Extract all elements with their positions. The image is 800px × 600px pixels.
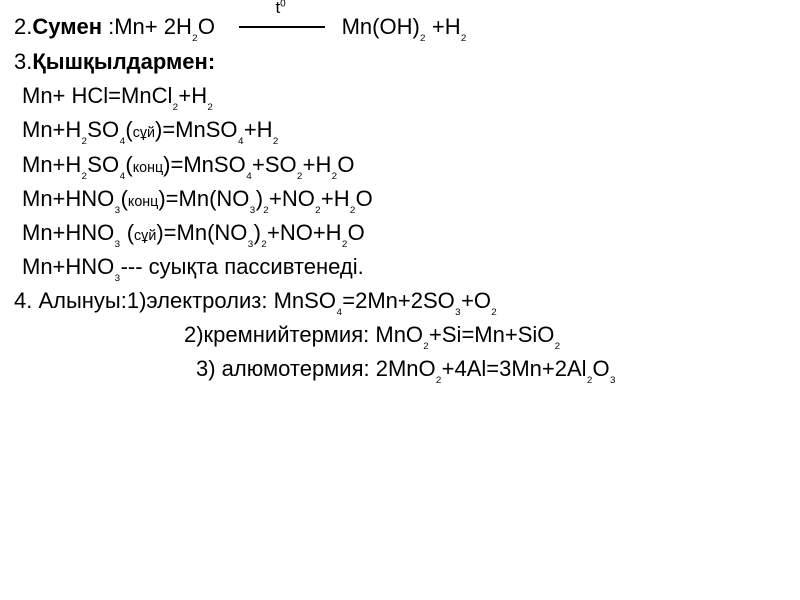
text: +H: [244, 117, 273, 142]
text: =2Mn+2SO: [342, 288, 455, 313]
eq-hno3-dilute: Mn+HNO3 (сұй)=Mn(NO3)2+NO+H2O: [14, 216, 786, 250]
text: +4Al=3Mn+2Al: [442, 356, 587, 381]
text: O: [593, 356, 610, 381]
text: O: [348, 220, 365, 245]
text: )=Mn(NO: [156, 220, 247, 245]
num-prefix: 2.: [14, 14, 32, 39]
text: Mn+HNO: [22, 254, 114, 279]
text: (: [125, 152, 132, 177]
text: Mn+HNO: [22, 220, 114, 245]
text: 2)кремнийтермия: MnO: [184, 322, 423, 347]
text: --- суықта пассивтенеді.: [121, 254, 364, 279]
note: конц: [133, 160, 163, 176]
text: )=MnSO: [155, 117, 238, 142]
heading-acids: 3.Қышқылдармен:: [14, 45, 786, 79]
eq-hno3-conc: Mn+HNO3(конц)=Mn(NO3)2+NO2+H2O: [14, 182, 786, 216]
text: 3) алюмотермия: 2MnO: [196, 356, 436, 381]
text: :Mn+ 2H: [108, 14, 192, 39]
text: )=Mn(NO: [158, 186, 249, 211]
eq-hno3-cold: Mn+HNO3--- суықта пассивтенеді.: [14, 250, 786, 284]
text: O: [198, 14, 215, 39]
eq-h2so4-conc: Mn+H2SO4(конц)=MnSO4+SO2+H2O: [14, 148, 786, 182]
text: ): [254, 220, 261, 245]
eq-h2so4-dilute: Mn+H2SO4(сұй)=MnSO4+H2: [14, 113, 786, 147]
text: +H: [426, 14, 461, 39]
text: O: [337, 152, 354, 177]
eq-silicothermy: 2)кремнийтермия: MnO2+Si=Mn+SiO2: [14, 318, 786, 352]
sub: 2: [461, 26, 467, 43]
note: сұй: [134, 228, 156, 244]
eq-aluminothermy: 3) алюмотермия: 2MnO2+4Al=3Mn+2Al2O3: [14, 352, 786, 386]
text: +H: [303, 152, 332, 177]
eq-hcl: Mn+ HCl=MnCl2+H2: [14, 79, 786, 113]
text: Mn+H: [22, 152, 81, 177]
arrow-label: t0: [275, 0, 285, 21]
sub: 2: [207, 96, 213, 113]
text: (: [125, 117, 132, 142]
text: +O: [461, 288, 491, 313]
arrow-line: [239, 26, 325, 28]
text: +NO: [269, 186, 315, 211]
text: Mn+HNO: [22, 186, 114, 211]
text: Mn(OH): [342, 14, 420, 39]
text: O: [356, 186, 373, 211]
text: (: [121, 186, 128, 211]
eq-water: 2.Сумен :Mn+ 2H2O t0 Mn(OH)2 +H2: [14, 10, 786, 45]
sub: 2: [273, 130, 279, 147]
text: +SO: [252, 152, 297, 177]
text: 4. Алынуы:1)электролиз: MnSO: [14, 288, 336, 313]
note: конц: [128, 194, 158, 210]
heading-sumen: Сумен: [32, 14, 108, 39]
text: +NO+H: [267, 220, 342, 245]
num-prefix: 3.: [14, 49, 32, 74]
text: (: [121, 220, 134, 245]
note: сұй: [133, 125, 155, 141]
text: ): [256, 186, 263, 211]
text: Mn+ HCl=MnCl: [22, 83, 172, 108]
text: Mn+H: [22, 117, 81, 142]
sup-zero: 0: [280, 0, 286, 9]
sub: 3: [610, 368, 616, 385]
text: +H: [178, 83, 207, 108]
eq-electrolysis: 4. Алынуы:1)электролиз: MnSO4=2Mn+2SO3+O…: [14, 284, 786, 318]
text: )=MnSO: [163, 152, 246, 177]
text: SO: [87, 152, 119, 177]
reaction-arrow: t0: [239, 11, 335, 45]
sub: 2: [491, 300, 497, 317]
text: +H: [321, 186, 350, 211]
text: SO: [87, 117, 119, 142]
heading-text: Қышқылдармен:: [32, 49, 215, 74]
text: +Si=Mn+SiO: [429, 322, 554, 347]
sub: 2: [554, 334, 560, 351]
slide-content: 2.Сумен :Mn+ 2H2O t0 Mn(OH)2 +H2 3.Қышқы…: [0, 0, 800, 396]
